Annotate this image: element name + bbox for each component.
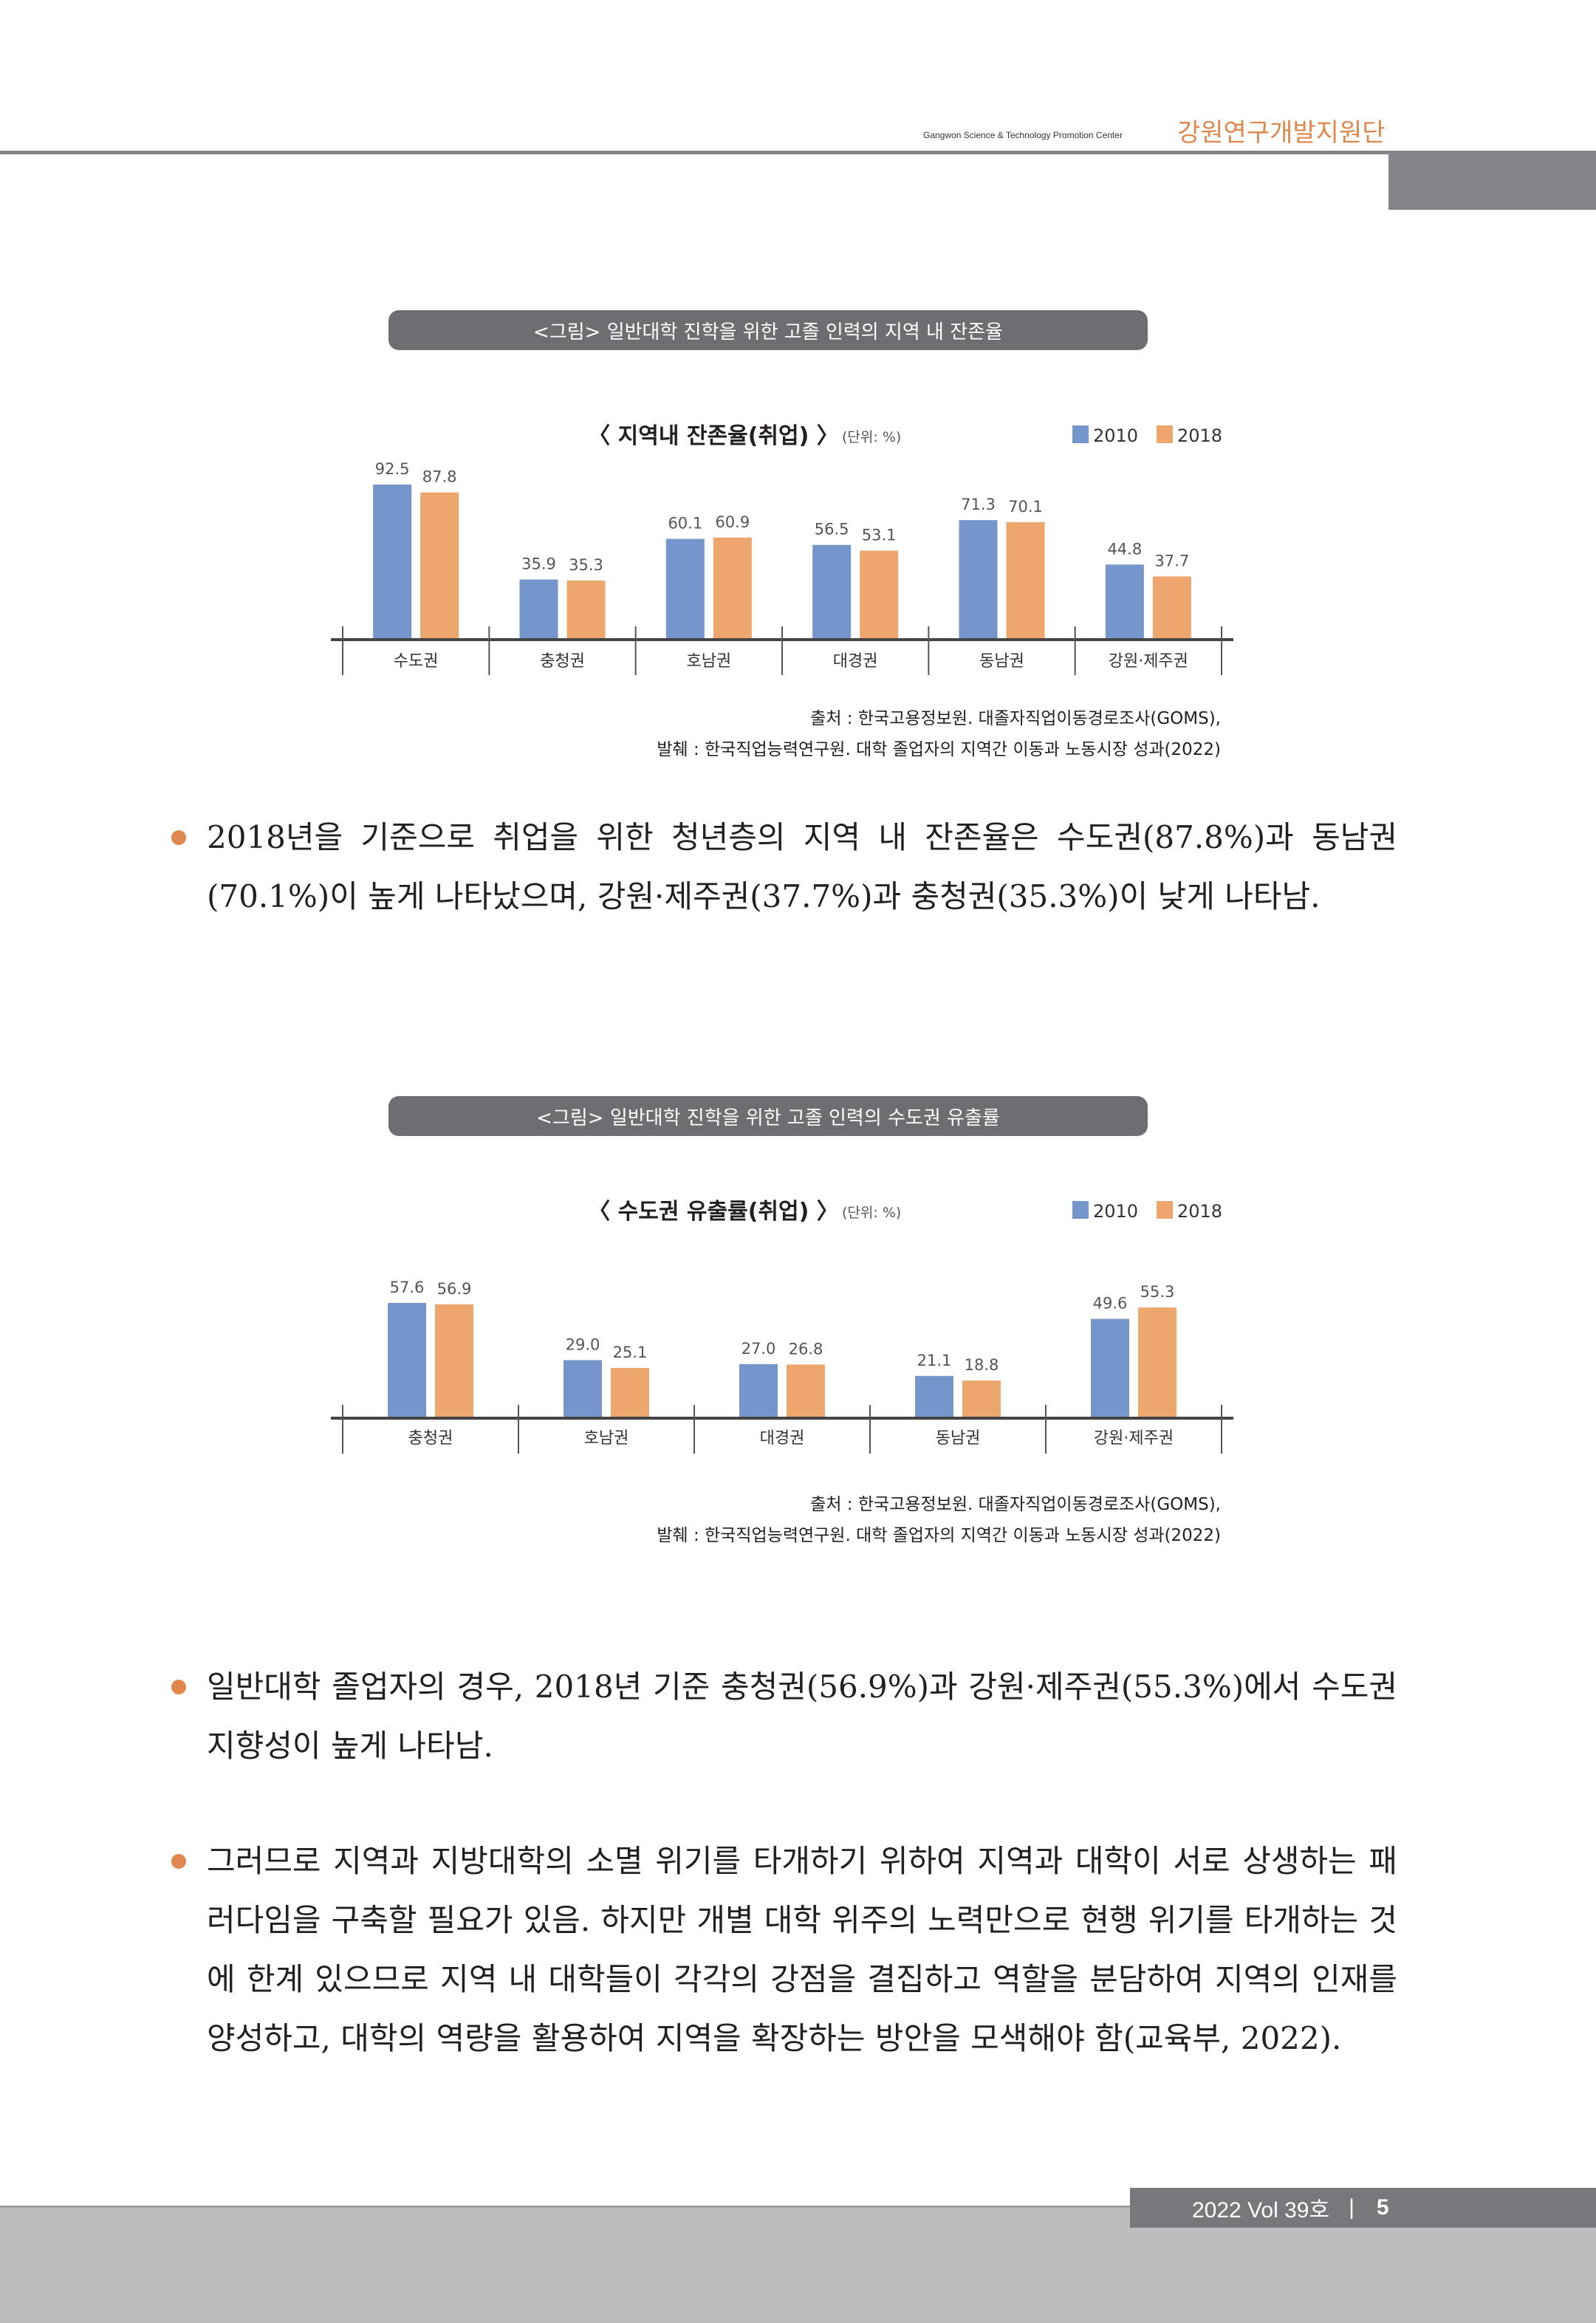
bar-2010 bbox=[1105, 564, 1144, 640]
bar-2018 bbox=[1006, 521, 1045, 640]
category-label: 호남권 bbox=[584, 1429, 629, 1448]
bar-2018 bbox=[787, 1364, 825, 1418]
data-label: 70.1 bbox=[1008, 498, 1043, 516]
bar-2018 bbox=[566, 580, 606, 640]
data-label: 25.1 bbox=[613, 1344, 648, 1361]
chart-unit: (단위: %) bbox=[842, 1205, 901, 1221]
bar-2018 bbox=[962, 1381, 1001, 1418]
figure-caption-1: <그림> 일반대학 진학을 위한 고졸 인력의 지역 내 잔존율 bbox=[388, 310, 1148, 350]
bar-2018 bbox=[435, 1304, 473, 1418]
data-label: 37.7 bbox=[1154, 552, 1189, 569]
bar-2018 bbox=[713, 537, 752, 640]
bar-2010 bbox=[373, 485, 412, 640]
bar-2010 bbox=[739, 1364, 778, 1418]
data-label: 18.8 bbox=[965, 1356, 999, 1374]
data-label: 92.5 bbox=[375, 460, 410, 478]
legend-swatch-2018 bbox=[1157, 1201, 1173, 1219]
data-label: 35.3 bbox=[569, 556, 603, 574]
category-label: 충청권 bbox=[540, 652, 585, 671]
legend-label-2018: 2018 bbox=[1177, 425, 1222, 446]
bar-2018 bbox=[611, 1367, 649, 1418]
category-label: 대경권 bbox=[833, 652, 878, 671]
bullet-icon bbox=[171, 830, 186, 845]
chart-regional-retention: 〈 지역내 잔존율(취업) 〉 (단위: %) 2010 2018 92.5 87.8 수도… bbox=[331, 423, 1233, 675]
bar-2018 bbox=[860, 550, 899, 640]
chart-title: 〈 지역내 잔존율(취업) 〉 bbox=[588, 423, 839, 449]
data-label: 56.9 bbox=[437, 1280, 472, 1298]
bullet-icon bbox=[171, 1680, 186, 1694]
data-label: 87.8 bbox=[422, 468, 457, 486]
legend-label-2010: 2010 bbox=[1093, 1201, 1138, 1222]
header-tab-block bbox=[1388, 152, 1596, 210]
figure-caption-2: <그림> 일반대학 진학을 위한 고졸 인력의 수도권 유출률 bbox=[388, 1096, 1148, 1136]
legend-swatch-2018 bbox=[1157, 425, 1173, 443]
data-label: 71.3 bbox=[961, 496, 996, 513]
bar-2018 bbox=[420, 492, 459, 640]
data-label: 60.1 bbox=[668, 515, 702, 533]
data-label: 49.6 bbox=[1093, 1295, 1128, 1313]
bar-2010 bbox=[915, 1375, 953, 1418]
legend-label-2010: 2010 bbox=[1093, 425, 1138, 446]
data-label: 21.1 bbox=[917, 1352, 952, 1369]
category-label: 호남권 bbox=[686, 652, 731, 671]
source-line: 출처 : 한국고용정보원. 대졸자직업이동경로조사(GOMS), bbox=[810, 1495, 1221, 1514]
source-line: 발췌 : 한국직업능력연구원. 대학 졸업자의 지역간 이동과 노동시장 성과(… bbox=[657, 740, 1221, 759]
source-line: 발췌 : 한국직업능력연구원. 대학 졸업자의 지역간 이동과 노동시장 성과(… bbox=[657, 1526, 1221, 1545]
bar-2010 bbox=[812, 544, 852, 640]
figure-source-1: 출처 : 한국고용정보원. 대졸자직업이동경로조사(GOMS), 발췌 : 한국… bbox=[657, 703, 1221, 765]
page-number: 5 bbox=[1376, 2195, 1389, 2220]
data-label: 53.1 bbox=[862, 526, 897, 544]
chart-title: 〈 수도권 유출률(취업) 〉 bbox=[588, 1199, 839, 1225]
legend-swatch-2010 bbox=[1072, 1201, 1089, 1219]
data-label: 27.0 bbox=[742, 1340, 776, 1358]
bar-2010 bbox=[519, 579, 558, 640]
bullet-paragraph-3: 그러므로 지역과 지방대학의 소멸 위기를 타개하기 위하여 지역과 대학이 서… bbox=[171, 1832, 1397, 2068]
footer-issue-box: 2022 Vol 39호 | 5 bbox=[1130, 2188, 1596, 2228]
footer-separator: | bbox=[1349, 2195, 1354, 2220]
legend-swatch-2010 bbox=[1072, 425, 1089, 443]
bullet-paragraph-2: 일반대학 졸업자의 경우, 2018년 기준 충청권(56.9%)과 강원·제주… bbox=[171, 1657, 1397, 1776]
category-label: 강원·제주권 bbox=[1109, 652, 1188, 671]
source-line: 출처 : 한국고용정보원. 대졸자직업이동경로조사(GOMS), bbox=[810, 709, 1221, 728]
bullet-text: 그러므로 지역과 지방대학의 소멸 위기를 타개하기 위하여 지역과 대학이 서… bbox=[207, 1843, 1397, 2056]
data-label: 29.0 bbox=[566, 1335, 600, 1353]
bullet-text: 일반대학 졸업자의 경우, 2018년 기준 충청권(56.9%)과 강원·제주… bbox=[207, 1669, 1397, 1764]
chart-capital-outflow: 〈 수도권 유출률(취업) 〉 (단위: %) 2010 2018 57.6 56.9 충청… bbox=[331, 1199, 1233, 1454]
data-label: 56.5 bbox=[815, 521, 849, 538]
category-label: 동남권 bbox=[979, 652, 1024, 671]
bullet-text: 2018년을 기준으로 취업을 위한 청년층의 지역 내 잔존율은 수도권(87… bbox=[207, 819, 1397, 914]
data-label: 26.8 bbox=[789, 1340, 823, 1358]
header-divider bbox=[0, 151, 1596, 154]
bar-2010 bbox=[665, 538, 705, 640]
category-label: 충청권 bbox=[408, 1429, 453, 1448]
bar-2018 bbox=[1138, 1307, 1177, 1418]
org-korean-logo: 강원연구개발지원단 bbox=[1177, 118, 1386, 148]
chart-unit: (단위: %) bbox=[842, 429, 901, 445]
bar-2010 bbox=[564, 1360, 602, 1418]
data-label: 60.9 bbox=[715, 513, 750, 531]
category-label: 대경권 bbox=[760, 1429, 805, 1448]
issue-label: 2022 Vol 39호 bbox=[1192, 2198, 1330, 2223]
category-label: 수도권 bbox=[394, 652, 439, 671]
footer-band bbox=[0, 2206, 1596, 2323]
bar-2010 bbox=[388, 1302, 426, 1418]
data-label: 57.6 bbox=[390, 1279, 425, 1296]
legend-label-2018: 2018 bbox=[1177, 1201, 1222, 1222]
data-label: 35.9 bbox=[521, 555, 556, 573]
data-label: 44.8 bbox=[1107, 540, 1142, 558]
data-label: 55.3 bbox=[1140, 1283, 1175, 1301]
org-english-name: Gangwon Science & Technology Promotion C… bbox=[923, 130, 1123, 140]
category-label: 동남권 bbox=[936, 1429, 981, 1448]
bullet-icon bbox=[171, 1854, 186, 1869]
category-label: 강원·제주권 bbox=[1094, 1429, 1174, 1448]
figure-source-2: 출처 : 한국고용정보원. 대졸자직업이동경로조사(GOMS), 발췌 : 한국… bbox=[657, 1489, 1221, 1551]
bar-2010 bbox=[959, 520, 998, 640]
bar-2018 bbox=[1152, 576, 1191, 640]
bar-2010 bbox=[1091, 1318, 1129, 1418]
bullet-paragraph-1: 2018년을 기준으로 취업을 위한 청년층의 지역 내 잔존율은 수도권(87… bbox=[171, 808, 1397, 926]
